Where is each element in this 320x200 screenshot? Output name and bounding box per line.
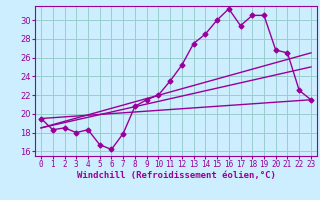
X-axis label: Windchill (Refroidissement éolien,°C): Windchill (Refroidissement éolien,°C): [76, 171, 276, 180]
